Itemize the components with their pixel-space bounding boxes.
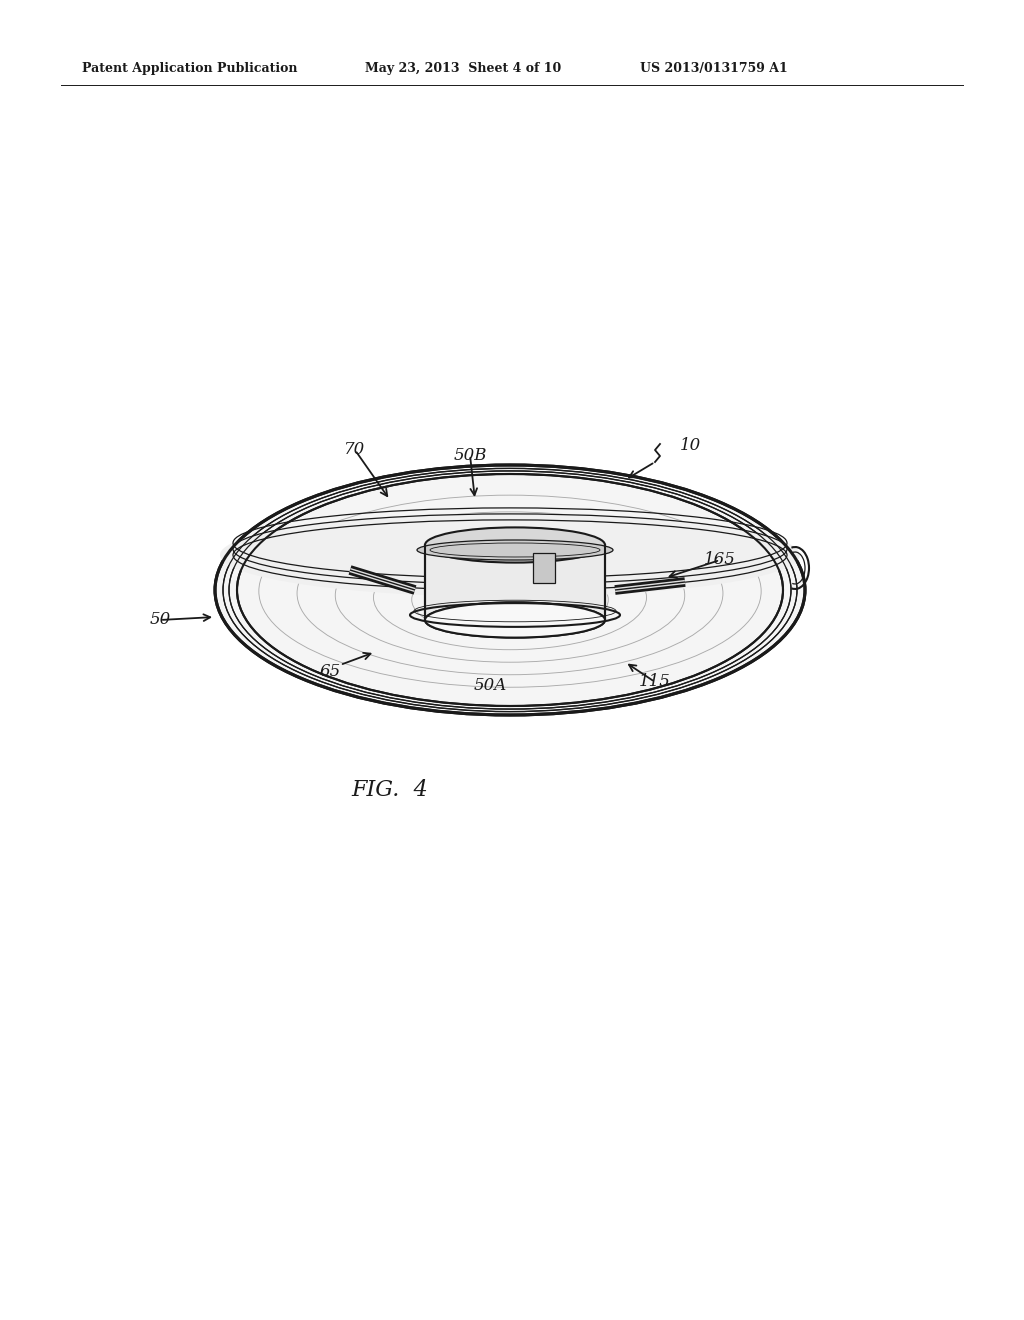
Text: 50A: 50A bbox=[473, 676, 507, 693]
Ellipse shape bbox=[425, 602, 605, 638]
Text: US 2013/0131759 A1: US 2013/0131759 A1 bbox=[640, 62, 787, 75]
Text: 50B: 50B bbox=[454, 446, 486, 463]
Text: 65: 65 bbox=[319, 664, 341, 681]
Ellipse shape bbox=[220, 513, 800, 597]
Ellipse shape bbox=[215, 465, 805, 715]
Ellipse shape bbox=[425, 528, 605, 562]
Text: May 23, 2013  Sheet 4 of 10: May 23, 2013 Sheet 4 of 10 bbox=[365, 62, 561, 75]
Polygon shape bbox=[425, 545, 605, 620]
Text: 165: 165 bbox=[705, 552, 736, 569]
Text: Patent Application Publication: Patent Application Publication bbox=[82, 62, 298, 75]
Ellipse shape bbox=[417, 540, 613, 560]
Polygon shape bbox=[534, 553, 555, 583]
Text: 10: 10 bbox=[680, 437, 701, 454]
Text: 50: 50 bbox=[150, 611, 171, 628]
Ellipse shape bbox=[425, 602, 605, 638]
Text: FIG.  4: FIG. 4 bbox=[351, 779, 428, 801]
Text: 115: 115 bbox=[639, 673, 671, 690]
Text: 70: 70 bbox=[344, 441, 366, 458]
